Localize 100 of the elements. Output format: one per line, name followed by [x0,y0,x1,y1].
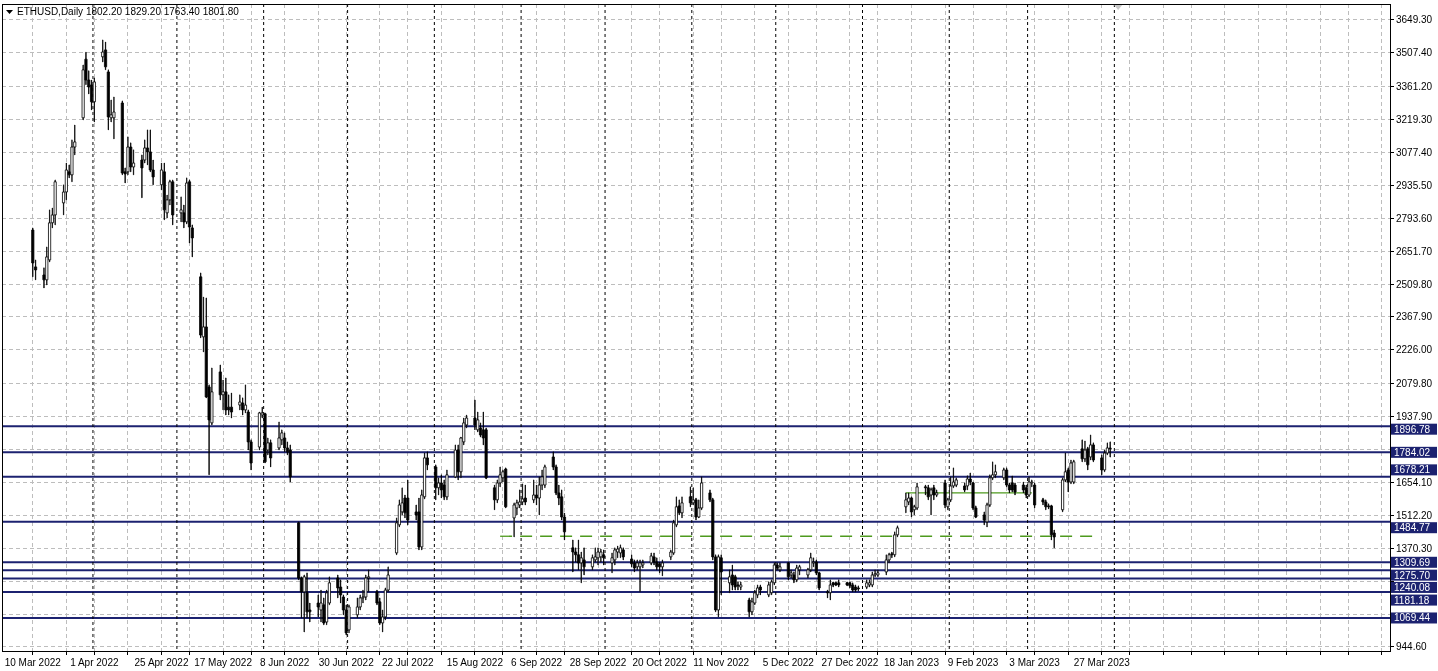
candlestick [302,574,306,633]
candlestick [680,496,684,519]
candlestick [747,597,751,618]
ref-line-label: 1784.02 [1394,446,1431,458]
candlestick [445,469,449,501]
y-tick-label: 1937.90 [1396,411,1433,423]
candlestick [1072,459,1076,485]
x-tick-label: 9 Feb 2023 [947,657,999,668]
ref-line-label: 1181.18 [1394,594,1430,606]
y-tick-label: 2079.80 [1396,378,1433,390]
candlestick [1033,482,1037,509]
candlestick [53,179,57,226]
ref-line-label: 1484.77 [1394,522,1431,534]
candlestick [965,475,969,491]
candlestick [865,579,869,590]
x-tick-label: 30 Jun 2022 [318,657,375,668]
candlestick [758,584,762,596]
y-tick-label: 2793.60 [1396,212,1433,224]
x-tick-label: 15 Aug 2022 [446,657,504,668]
candlestick [288,444,292,483]
candlestick [1044,499,1048,511]
candlestick [834,581,838,587]
candlestick [649,552,653,566]
y-tick-label: 3219.30 [1396,114,1433,126]
candlestick [596,547,600,566]
candlestick [171,179,175,226]
x-tick-label: 11 Nov 2022 [693,657,750,668]
candlestick [31,227,35,278]
candlestick [224,377,228,416]
candlestick [112,96,116,140]
ref-line-label: 1275.70 [1394,569,1431,581]
y-tick-label: 2367.90 [1396,311,1433,323]
candlestick [739,581,743,591]
x-tick-label: 6 Sep 2022 [510,657,563,668]
candlestick [795,564,799,583]
chart-title: ETHUSD,Daily 1802.20 1829.20 1763.40 1801.80 [17,6,240,17]
y-tick-label: 3507.40 [1396,47,1433,59]
y-tick-label: 3361.20 [1396,81,1433,93]
y-tick-label: 1512.20 [1396,509,1433,521]
candlestick [162,162,166,221]
candlestick [870,571,874,588]
candlestick [943,479,947,509]
candlestick [638,559,642,593]
y-tick-label: 2509.80 [1396,278,1433,290]
ref-line-label: 1309.69 [1394,556,1431,568]
candlestick [786,561,790,581]
candlestick [993,464,997,479]
candlestick [355,597,359,619]
candlestick [1041,497,1045,506]
candlestick [283,432,287,453]
candlestick [473,399,477,431]
ref-line-label: 1678.21 [1394,464,1431,476]
y-tick-label: 944.60 [1396,641,1428,653]
x-tick-label: 5 Dec 2022 [762,657,815,668]
x-tick-label: 18 Jan 2023 [883,657,940,668]
candlestick [851,582,855,593]
x-tick-label: 27 Mar 2023 [1073,657,1131,668]
candlestick [1010,475,1014,493]
candlestick [904,492,908,514]
x-tick-label: 17 May 2022 [194,657,253,668]
candlestick [845,581,849,587]
candlestick [884,554,888,576]
candlestick [658,561,662,574]
candlestick [277,421,281,451]
y-tick-label: 2935.50 [1396,179,1433,191]
y-tick-label: 1370.30 [1396,542,1433,554]
y-tick-label: 1654.10 [1396,476,1433,488]
x-tick-label: 25 Apr 2022 [134,657,189,668]
candlestick [621,547,625,561]
candlestick [929,487,933,516]
y-tick-label: 3649.30 [1396,14,1433,26]
candlestick [1080,439,1084,463]
ref-line-label: 1896.78 [1394,423,1431,435]
x-tick-label: 20 Oct 2022 [632,657,688,668]
x-tick-label: 28 Sep 2022 [569,657,627,668]
x-tick-label: 3 Mar 2023 [1009,657,1061,668]
ref-line-label: 1069.44 [1394,612,1431,624]
x-tick-label: 1 Apr 2022 [70,657,119,668]
candlestick [269,439,273,468]
candlestick [828,579,832,601]
candlestick [512,502,516,538]
candlestick [1108,441,1112,458]
candlestick [856,585,860,592]
y-tick-label: 2651.70 [1396,245,1433,257]
candlestick [767,581,771,598]
candlestick [909,496,913,518]
candlestick [106,69,110,131]
candlestick [778,562,782,573]
candlestick [571,539,575,573]
candlestick [543,464,547,489]
candlestick [876,569,880,578]
x-tick-label: 27 Dec 2022 [821,657,879,668]
y-tick-label: 2226.00 [1396,344,1433,356]
y-tick-label: 3077.40 [1396,147,1433,158]
candlestick [837,579,841,588]
x-tick-label: 22 Jul 2022 [381,657,435,668]
candlestick [104,41,108,71]
x-tick-label: 10 Mar 2022 [4,657,62,668]
x-tick-label: 8 Jun 2022 [259,657,310,668]
candlestick [319,589,323,623]
